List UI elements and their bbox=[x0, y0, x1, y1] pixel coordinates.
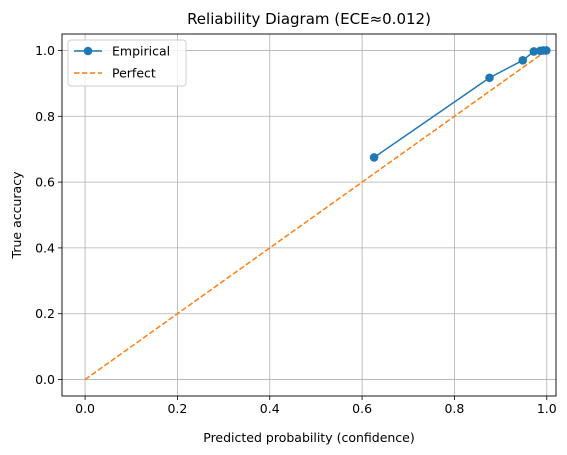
y-tick-label: 0.6 bbox=[35, 175, 55, 190]
data-point bbox=[529, 47, 539, 56]
chart-title: Reliability Diagram (ECE≈0.012) bbox=[187, 10, 431, 28]
axis-ticks: 0.0 0.2 0.4 0.6 0.8 1.0 0.0 0.2 0.4 0.6 0.8 1.0 bbox=[35, 43, 557, 416]
y-tick-label: 0.4 bbox=[35, 240, 55, 255]
legend-empirical-label: Empirical bbox=[112, 44, 170, 59]
data-point bbox=[369, 153, 379, 162]
data-point bbox=[542, 46, 551, 55]
y-tick-label: 1.0 bbox=[35, 43, 55, 58]
legend-empirical-marker bbox=[83, 46, 93, 56]
data-point bbox=[518, 56, 528, 65]
x-tick-label: 0.6 bbox=[352, 401, 372, 416]
legend: Empirical Perfect bbox=[67, 39, 187, 87]
legend-perfect-label: Perfect bbox=[112, 66, 156, 81]
x-tick-label: 0.8 bbox=[444, 401, 464, 416]
y-axis-label: True accuracy bbox=[9, 171, 24, 260]
y-tick-label: 0.2 bbox=[35, 306, 55, 321]
plot-frame bbox=[61, 33, 557, 397]
plot-series bbox=[84, 46, 551, 381]
data-point bbox=[485, 73, 494, 83]
x-tick-label: 0.2 bbox=[167, 401, 187, 416]
series-line-empirical bbox=[373, 49, 547, 159]
x-axis-label: Predicted probability (confidence) bbox=[203, 430, 415, 445]
y-tick-label: 0.0 bbox=[35, 372, 55, 387]
grid bbox=[62, 34, 556, 396]
x-tick-label: 0.4 bbox=[260, 401, 280, 416]
series-line-perfect bbox=[84, 49, 548, 381]
y-tick-label: 0.8 bbox=[35, 109, 55, 124]
x-tick-label: 0.0 bbox=[75, 401, 95, 416]
x-tick-label: 1.0 bbox=[537, 401, 557, 416]
